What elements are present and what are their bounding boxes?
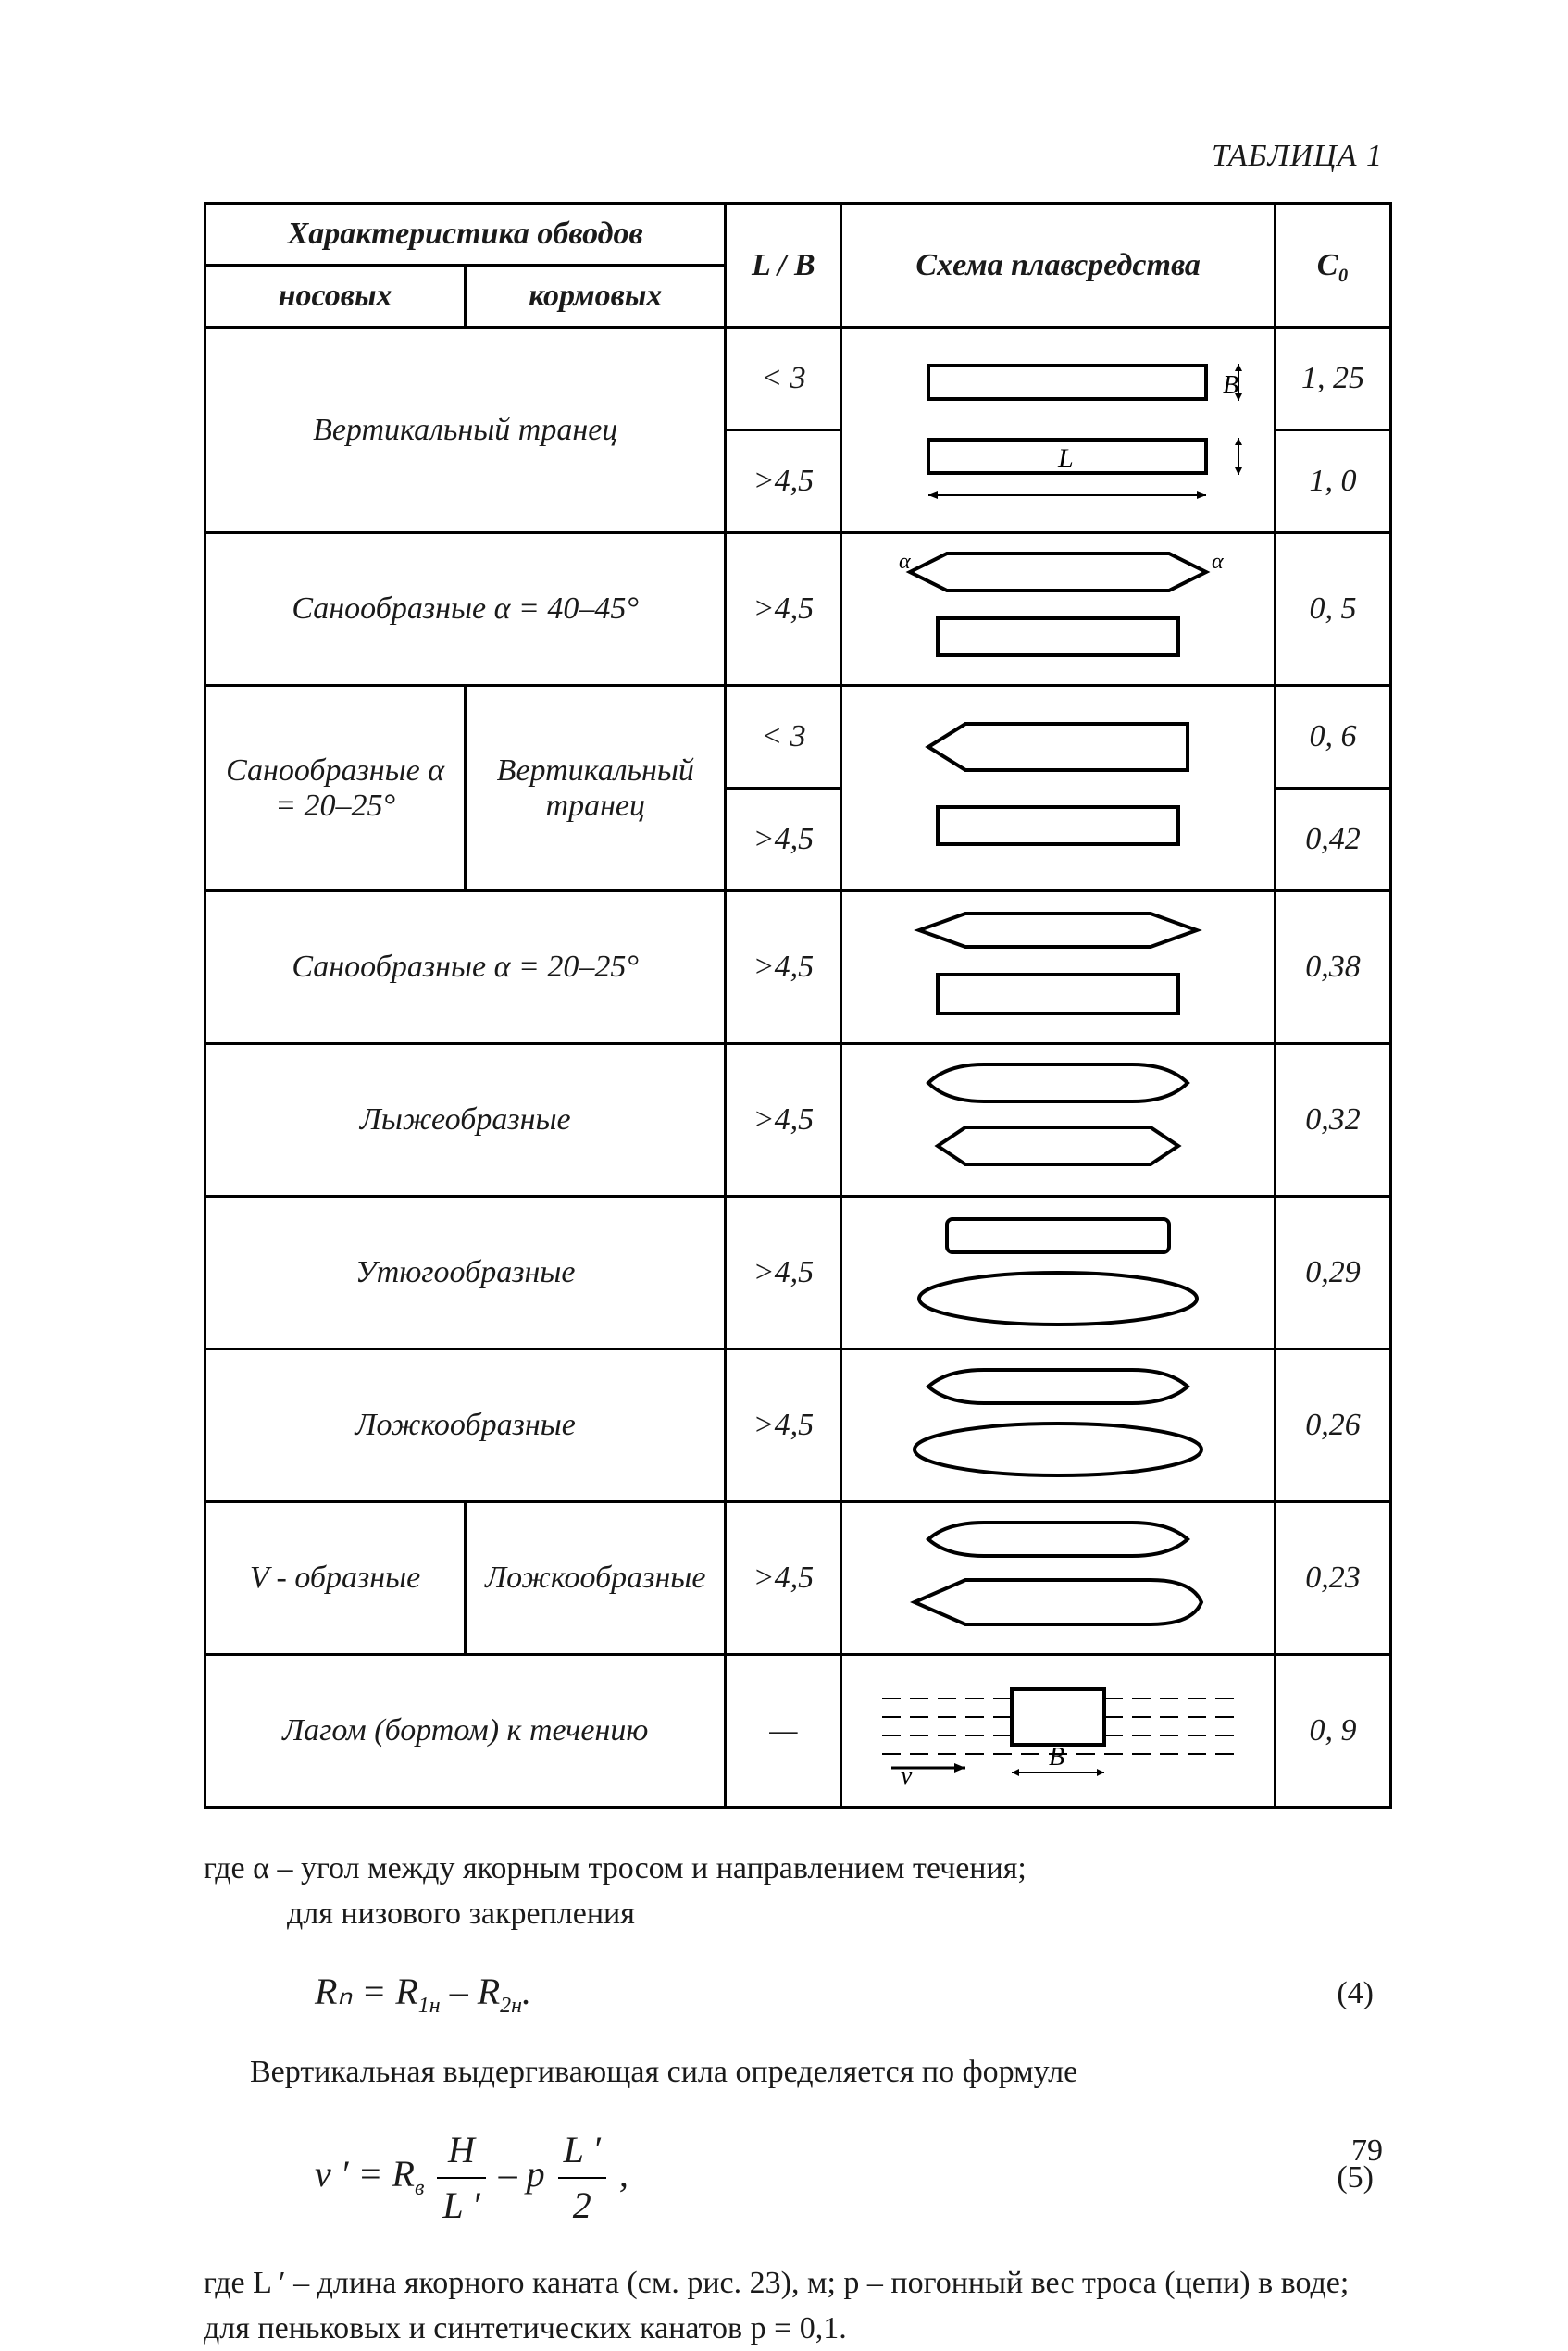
lbl-L: L [1057, 443, 1074, 474]
r3-scheme [841, 686, 1276, 891]
r5-c0: 0,32 [1276, 1044, 1391, 1197]
page: ТАБЛИЦА 1 Характеристика обводов L / B С… [0, 0, 1568, 2270]
r8-stern: Ложкообразные [466, 1502, 726, 1655]
r4-scheme [841, 891, 1276, 1044]
r9-c0: 0, 9 [1276, 1655, 1391, 1808]
table-caption: ТАБЛИЦА 1 [204, 139, 1383, 174]
r4-c0: 0,38 [1276, 891, 1391, 1044]
r9-char: Лагом (бортом) к течению [205, 1655, 726, 1808]
r2-char: Санообразные α = 40–45° [205, 533, 726, 686]
p3: где L ′ – длина якорного каната (см. рис… [204, 2260, 1392, 2351]
scheme-iron-icon [864, 1208, 1252, 1337]
r2-lb: >4,5 [726, 533, 841, 686]
r5-lb: >4,5 [726, 1044, 841, 1197]
th-bow: носовых [205, 266, 466, 328]
r7-lb: >4,5 [726, 1350, 841, 1502]
scheme-spoon-icon [864, 1361, 1252, 1490]
r8-c0: 0,23 [1276, 1502, 1391, 1655]
r1-scheme: B L [841, 328, 1276, 533]
r6-char: Утюгообразные [205, 1197, 726, 1350]
f5-2: 2 [558, 2179, 606, 2233]
th-c0: C₀ [1276, 204, 1391, 328]
th-stern: кормовых [466, 266, 726, 328]
th-lb: L / B [726, 204, 841, 328]
r7-c0: 0,26 [1276, 1350, 1391, 1502]
th-scheme: Схема плавсредства [841, 204, 1276, 328]
r9-scheme: B v [841, 1655, 1276, 1808]
r1-lb2: >4,5 [726, 430, 841, 533]
r4-lb: >4,5 [726, 891, 841, 1044]
r3-c01: 0, 6 [1276, 686, 1391, 789]
scheme-ski-icon [864, 1055, 1252, 1185]
r6-scheme [841, 1197, 1276, 1350]
lbl-v: v [901, 1761, 913, 1790]
eq4: (4) [1337, 1971, 1374, 2016]
f5-Lp: L ′ [437, 2179, 485, 2233]
lbl-a1: α [899, 550, 911, 574]
formula-5: v ′ = Rв H L ′ – p L ′ 2 , (5) [204, 2123, 1392, 2233]
scheme-v-spoon-icon [864, 1513, 1252, 1643]
f5-H: H [437, 2123, 485, 2179]
scheme-vertical-transom-icon: B L [864, 347, 1252, 514]
formula-4: Rₙ = R1н – R2н. (4) [204, 1965, 1392, 2022]
r8-bow: V - образные [205, 1502, 466, 1655]
r2-scheme: α α [841, 533, 1276, 686]
f4-s1: 1н [418, 1994, 441, 2018]
r4-char: Санообразные α = 20–25° [205, 891, 726, 1044]
r3-lb2: >4,5 [726, 789, 841, 891]
f4-s2: 2н [500, 1994, 522, 2018]
r6-lb: >4,5 [726, 1197, 841, 1350]
page-number: 79 [1351, 2133, 1383, 2169]
lbl-B2: B [1049, 1743, 1064, 1772]
p2: Вертикальная выдергивающая сила определя… [204, 2049, 1392, 2095]
f4-end: . [522, 1971, 531, 2012]
f5-lhs: v ′ = R [315, 2153, 415, 2195]
scheme-san-2025-vt-icon [864, 710, 1252, 867]
f5-Lp2: L ′ [558, 2123, 606, 2179]
r3-lb1: < 3 [726, 686, 841, 789]
scheme-san-4045-icon: α α [864, 544, 1252, 674]
f4-lhs: Rₙ = R [315, 1971, 418, 2012]
f4-mid: – R [441, 1971, 500, 2012]
r3-c02: 0,42 [1276, 789, 1391, 891]
r7-char: Ложкообразные [205, 1350, 726, 1502]
f5-comma: , [619, 2153, 628, 2195]
scheme-broadside-icon: B v [864, 1671, 1252, 1791]
r1-c01: 1, 25 [1276, 328, 1391, 430]
r2-c0: 0, 5 [1276, 533, 1391, 686]
r5-scheme [841, 1044, 1276, 1197]
r7-scheme [841, 1350, 1276, 1502]
r1-lb1: < 3 [726, 328, 841, 430]
f5-sb: в [415, 2176, 424, 2200]
r1-char: Вертикальный транец [205, 328, 726, 533]
r6-c0: 0,29 [1276, 1197, 1391, 1350]
lbl-a2: α [1212, 550, 1224, 574]
p1a: где α – угол между якорным тросом и напр… [204, 1846, 1392, 1891]
scheme-san-2025-icon [864, 902, 1252, 1032]
body-text: где α – угол между якорным тросом и напр… [204, 1846, 1392, 2351]
f5-minus: – p [499, 2153, 554, 2195]
r5-char: Лыжеобразные [205, 1044, 726, 1197]
p1b: для низового закрепления [204, 1891, 1392, 1936]
r8-scheme [841, 1502, 1276, 1655]
r3-bow: Санообразные α = 20–25° [205, 686, 466, 891]
main-table: Характеристика обводов L / B Схема плавс… [204, 202, 1392, 1809]
r3-stern: Вертикальный транец [466, 686, 726, 891]
r1-c02: 1, 0 [1276, 430, 1391, 533]
r8-lb: >4,5 [726, 1502, 841, 1655]
r9-lb: — [726, 1655, 841, 1808]
th-char: Характеристика обводов [205, 204, 726, 266]
